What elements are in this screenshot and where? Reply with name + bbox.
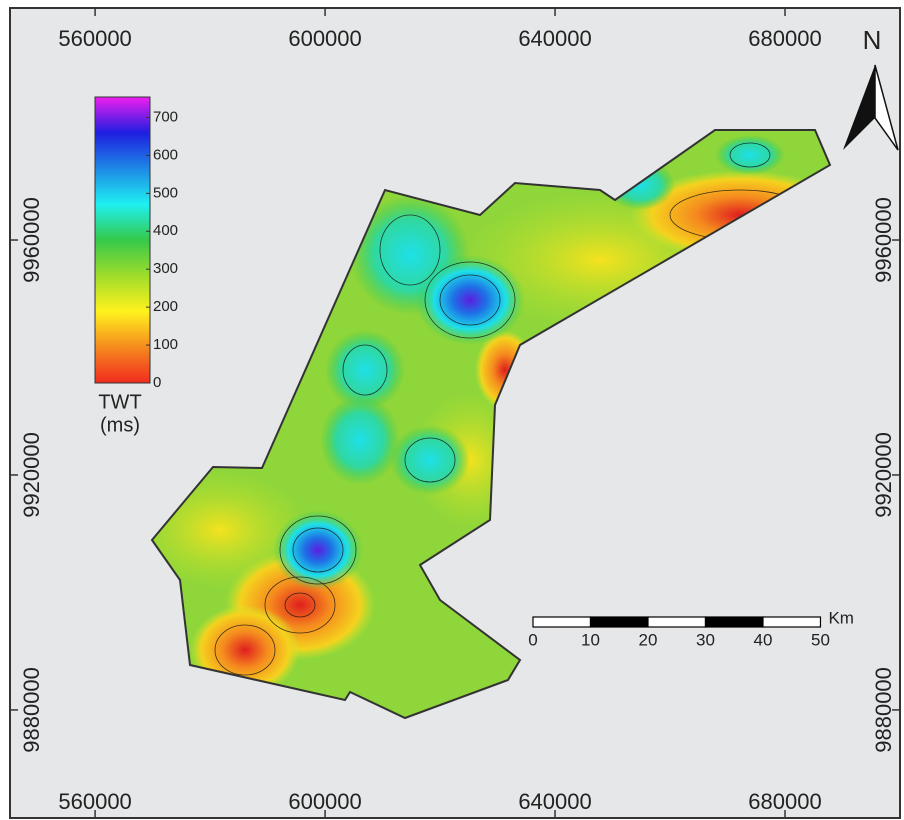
scale-bar-label: 10 — [581, 630, 600, 649]
x-tick-label-top: 680000 — [748, 26, 821, 51]
y-tick-label-right: 9960000 — [871, 197, 896, 283]
scale-bar-label: 30 — [696, 630, 715, 649]
y-tick-label-left: 9920000 — [19, 432, 44, 518]
north-label: N — [863, 25, 882, 55]
scale-bar-unit: Km — [828, 608, 854, 627]
y-tick-label-right: 9920000 — [871, 432, 896, 518]
colorbar-tick-label: 0 — [153, 374, 161, 391]
x-tick-label-bottom: 640000 — [518, 789, 591, 814]
x-tick-label-top: 600000 — [288, 26, 361, 51]
colorbar-tick-label: 600 — [153, 146, 178, 163]
scale-bar-segment — [590, 617, 647, 627]
scale-bar-label: 50 — [811, 630, 830, 649]
scale-bar-segment — [705, 617, 762, 627]
colorbar — [95, 97, 150, 383]
colorbar-tick-label: 500 — [153, 184, 178, 201]
colorbar-label: (ms) — [100, 414, 140, 436]
y-tick-label-left: 9880000 — [19, 667, 44, 753]
colorbar-tick-label: 100 — [153, 336, 178, 353]
x-tick-label-top: 640000 — [518, 26, 591, 51]
colorbar-tick-label: 300 — [153, 260, 178, 277]
x-tick-label-top: 560000 — [58, 26, 131, 51]
scale-bar-label: 0 — [528, 630, 537, 649]
y-tick-label-right: 9880000 — [871, 667, 896, 753]
colorbar-tick-label: 200 — [153, 298, 178, 315]
map-figure: N 560000 560000 600000 600000 640000 640000 68… — [0, 0, 904, 820]
y-tick-label-left: 9960000 — [19, 197, 44, 283]
scale-bar-segment — [648, 617, 705, 627]
scale-bar-label: 40 — [754, 630, 773, 649]
colorbar-tick-label: 400 — [153, 222, 178, 239]
colorbar-label: TWT — [98, 391, 141, 413]
scale-bar-segment — [533, 617, 590, 627]
x-tick-label-bottom: 680000 — [748, 789, 821, 814]
colorbar-tick-label: 700 — [153, 108, 178, 125]
x-tick-label-bottom: 600000 — [288, 789, 361, 814]
scale-bar-segment — [763, 617, 820, 627]
scale-bar-label: 20 — [639, 630, 658, 649]
x-tick-label-bottom: 560000 — [58, 789, 131, 814]
